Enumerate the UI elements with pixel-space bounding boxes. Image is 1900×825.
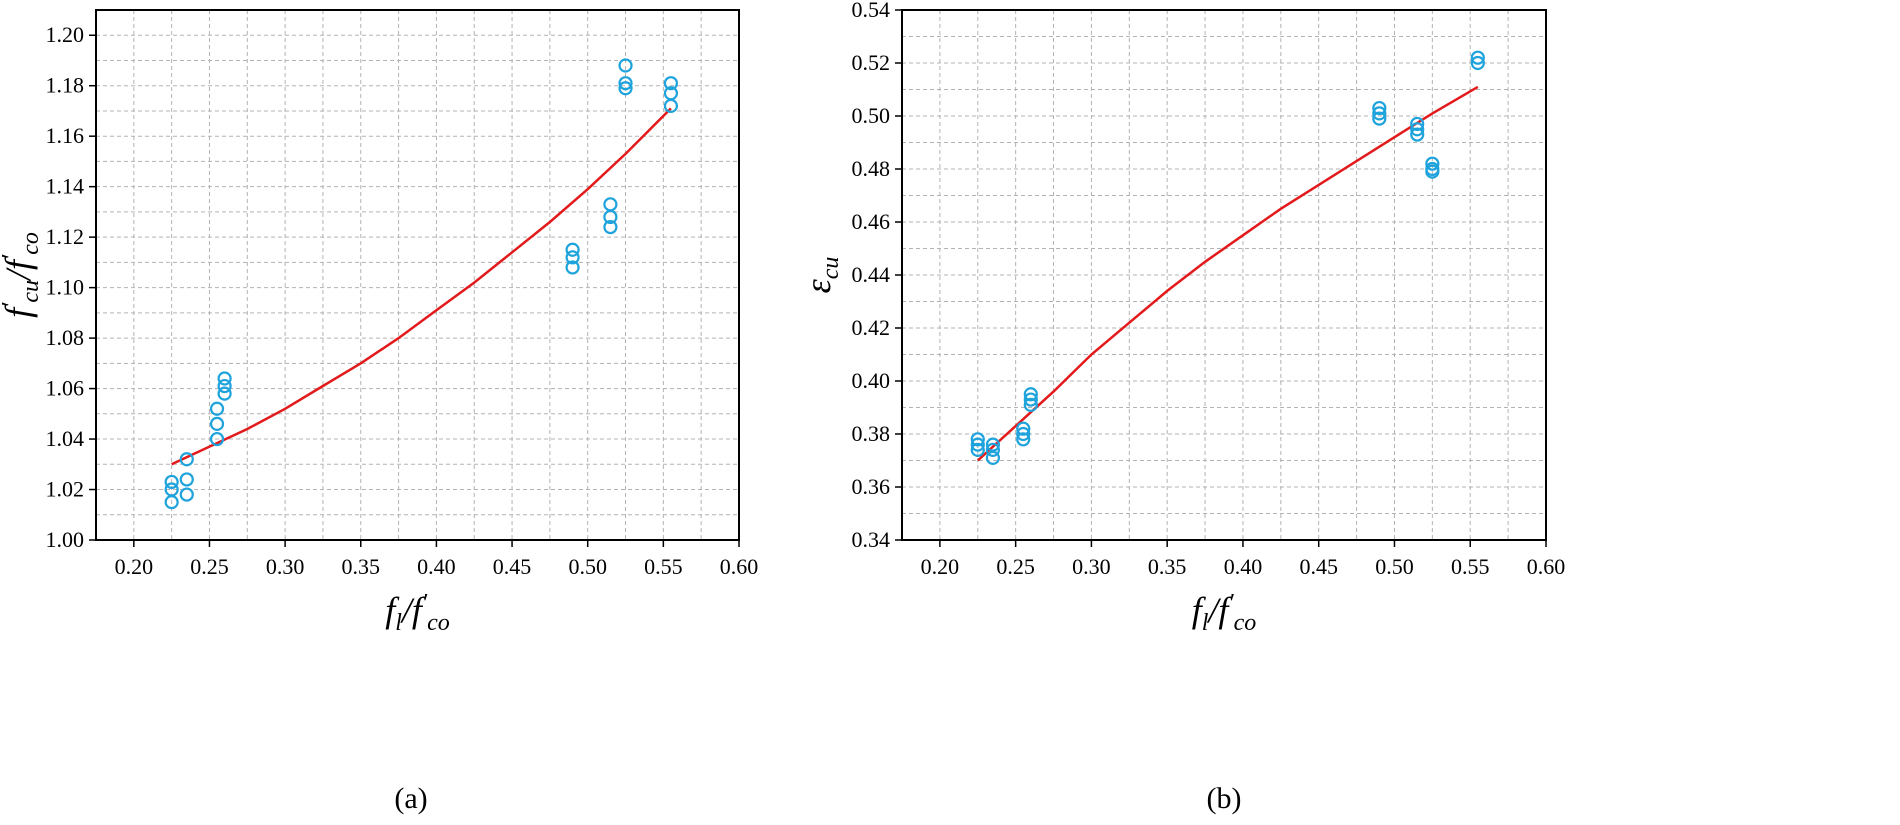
x-tick-label: 0.30 — [266, 554, 305, 579]
data-point — [217, 378, 232, 394]
data-point — [565, 242, 580, 257]
x-tick-label: 0.40 — [417, 554, 456, 579]
data-point — [179, 452, 194, 467]
fit-curve — [171, 107, 672, 466]
y-tick-label: 0.48 — [852, 156, 891, 181]
y-tick-label: 1.10 — [46, 275, 85, 300]
x-tick-label: 0.20 — [921, 554, 960, 579]
data-point — [209, 431, 225, 447]
y-tick-label: 1.20 — [46, 22, 85, 47]
y-tick-label: 0.38 — [852, 421, 891, 446]
data-point — [1470, 50, 1485, 65]
x-tick-label: 0.60 — [1527, 554, 1566, 579]
y-tick-label: 1.04 — [46, 426, 85, 451]
y-axis-label: f′cu/f′co — [0, 232, 44, 318]
data-point — [179, 487, 194, 502]
data-point — [985, 442, 1001, 457]
data-point — [217, 371, 232, 386]
x-tick-label: 0.55 — [1451, 554, 1490, 579]
plot-frame — [95, 9, 740, 541]
x-tick-label: 0.25 — [190, 554, 229, 579]
panel-caption: (a) — [394, 782, 427, 815]
y-tick-label: 0.44 — [852, 262, 891, 287]
x-tick-label: 0.50 — [568, 554, 607, 579]
y-axis-label: εcu — [798, 257, 844, 294]
x-tick-label: 0.40 — [1224, 554, 1263, 579]
x-axis-label: fl/f′co — [385, 590, 450, 636]
data-point — [1372, 100, 1387, 116]
data-point — [970, 437, 985, 452]
y-tick-label: 0.34 — [852, 527, 891, 552]
data-point — [1425, 161, 1440, 177]
data-point — [618, 58, 633, 73]
y-tick-label: 0.46 — [852, 209, 891, 234]
data-point — [603, 219, 618, 235]
data-point — [1016, 421, 1031, 436]
x-tick-label: 0.35 — [342, 554, 381, 579]
y-tick-label: 1.06 — [46, 376, 85, 401]
x-tick-label: 0.55 — [644, 554, 683, 579]
data-point — [663, 86, 679, 101]
data-point — [565, 260, 580, 275]
y-tick-label: 0.54 — [852, 0, 891, 22]
data-point — [985, 437, 1001, 452]
x-tick-label: 0.60 — [720, 554, 759, 579]
y-tick-label: 1.00 — [46, 527, 85, 552]
y-tick-label: 0.52 — [852, 50, 891, 75]
data-point — [1410, 122, 1425, 137]
y-tick-label: 0.36 — [852, 474, 891, 499]
x-tick-label: 0.30 — [1072, 554, 1111, 579]
fit-curve — [976, 85, 1479, 462]
data-point — [618, 76, 633, 91]
data-point — [1016, 426, 1031, 442]
data-point — [1023, 387, 1038, 402]
x-tick-label: 0.50 — [1375, 554, 1414, 579]
data-point — [164, 474, 179, 490]
data-point — [970, 442, 985, 457]
data-point — [209, 401, 225, 416]
y-tick-label: 1.18 — [46, 73, 85, 98]
data-point — [1372, 106, 1387, 121]
y-tick-label: 1.08 — [46, 325, 85, 350]
data-point — [1410, 116, 1425, 132]
y-tick-label: 1.02 — [46, 477, 85, 502]
data-point — [1410, 127, 1425, 142]
data-point — [164, 482, 179, 497]
data-point — [618, 81, 633, 96]
x-tick-label: 0.25 — [996, 554, 1035, 579]
data-point — [1016, 432, 1031, 447]
y-tick-label: 0.40 — [852, 368, 891, 393]
y-tick-label: 1.14 — [46, 174, 85, 199]
data-point — [970, 432, 985, 447]
data-point — [1425, 156, 1440, 171]
panel-caption: (b) — [1207, 782, 1242, 815]
y-tick-label: 0.50 — [852, 103, 891, 128]
data-point — [209, 416, 225, 432]
data-point — [179, 472, 194, 487]
data-point — [1023, 397, 1038, 412]
y-tick-label: 1.16 — [46, 123, 85, 148]
y-tick-label: 0.42 — [852, 315, 891, 340]
data-point — [603, 197, 618, 212]
panel-a: 0.20 0.25 0.30 0.35 0.40 0.45 0.50 0.55 0.60 1.00… — [0, 9, 759, 815]
data-point — [663, 76, 679, 91]
data-point — [565, 250, 580, 265]
panel-b: 0.20 0.25 0.30 0.35 0.40 0.45 0.50 0.55 0.60 0.34… — [798, 0, 1565, 815]
data-point — [1023, 392, 1038, 407]
data-point — [985, 450, 1001, 465]
x-tick-label: 0.20 — [115, 554, 154, 579]
data-point — [217, 386, 232, 401]
x-axis-label: fl/f′co — [1192, 590, 1257, 636]
x-tick-label: 0.45 — [1299, 554, 1338, 579]
data-point — [1372, 111, 1387, 126]
x-tick-label: 0.45 — [493, 554, 532, 579]
x-tick-label: 0.35 — [1148, 554, 1187, 579]
y-tick-label: 1.12 — [46, 224, 85, 249]
data-point — [1470, 55, 1485, 71]
